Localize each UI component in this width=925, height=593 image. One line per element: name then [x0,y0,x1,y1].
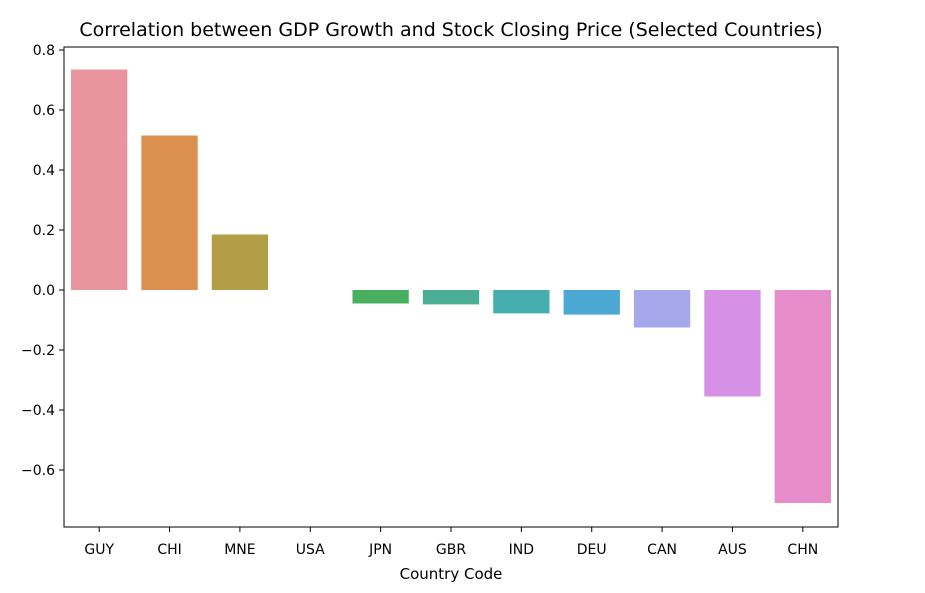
x-tick-label: GUY [84,542,114,558]
y-tick-label: 0.6 [33,103,55,119]
x-axis-label: Country Code [400,565,503,583]
bar-gbr [422,290,480,305]
y-axis: 0.8 0.6 0.4 0.2 0.0 −0.2 −0.4 −0.6 [21,43,64,479]
chart-title: Correlation between GDP Growth and Stock… [79,19,822,41]
x-tick-label: IND [509,542,534,558]
bar-jpn [352,290,409,304]
x-tick-label: CHI [157,542,181,558]
x-axis: GUY CHI MNE USA JPN GBR IND DEU CAN AUS CHN [84,527,818,558]
x-tick-label: JPN [368,542,392,558]
y-tick-label: 0.2 [33,223,55,239]
y-tick-label: −0.2 [21,343,55,359]
y-tick-label: −0.4 [21,403,55,419]
y-tick-label: 0.0 [33,283,55,299]
bars-group [71,69,831,503]
y-tick-label: −0.6 [21,463,55,479]
x-tick-label: DEU [577,542,607,558]
bar-aus [704,290,761,397]
bar-guy [71,69,128,290]
bar-ind [493,290,550,314]
bar-can [633,290,691,328]
x-tick-label: AUS [718,542,747,558]
plot-frame [63,46,839,528]
y-tick-label: 0.8 [33,43,55,59]
x-tick-label: CHN [787,542,818,558]
bar-chn [774,290,831,503]
x-tick-label: CAN [647,542,677,558]
y-tick-label: 0.4 [33,163,55,179]
bar-deu [563,290,620,315]
bar-chi [141,135,198,290]
x-tick-label: USA [296,542,325,558]
bar-mne [211,234,269,290]
x-tick-label: GBR [436,542,466,558]
x-tick-label: MNE [224,542,255,558]
